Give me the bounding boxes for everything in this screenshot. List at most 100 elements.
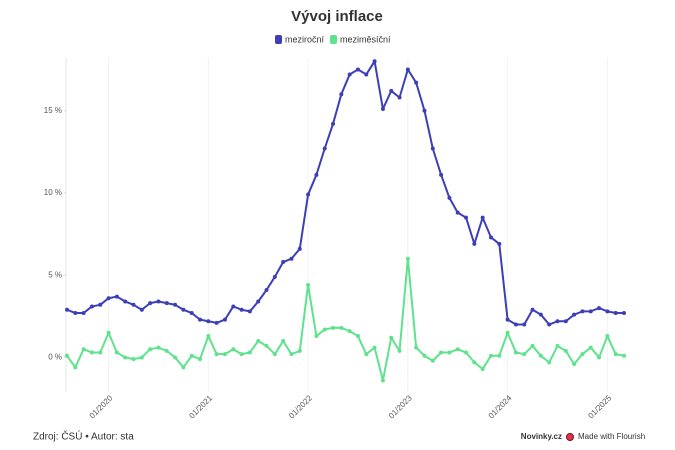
y-tick-label: 0 % bbox=[48, 353, 62, 362]
data-point bbox=[114, 350, 119, 355]
data-point bbox=[497, 241, 502, 246]
data-point bbox=[65, 353, 69, 358]
data-point bbox=[447, 350, 452, 355]
data-point bbox=[488, 353, 493, 358]
data-point bbox=[605, 334, 610, 339]
data-point bbox=[414, 80, 419, 85]
data-point bbox=[613, 352, 618, 357]
data-point bbox=[580, 352, 585, 357]
data-point bbox=[148, 301, 153, 306]
data-point bbox=[206, 334, 211, 339]
data-point bbox=[547, 360, 552, 365]
x-tick-label: 01/2024 bbox=[487, 393, 514, 420]
data-point bbox=[131, 357, 136, 362]
data-point bbox=[522, 322, 527, 327]
data-point bbox=[114, 294, 119, 299]
data-point bbox=[538, 353, 543, 358]
data-point bbox=[331, 325, 336, 330]
data-point bbox=[139, 355, 144, 360]
data-point bbox=[588, 309, 593, 314]
data-point bbox=[613, 311, 618, 316]
data-point bbox=[148, 347, 153, 352]
data-point bbox=[430, 358, 435, 363]
data-point bbox=[588, 345, 593, 350]
data-point bbox=[89, 350, 94, 355]
data-point bbox=[455, 210, 460, 215]
data-point bbox=[306, 192, 311, 197]
data-point bbox=[164, 348, 169, 353]
data-point bbox=[597, 355, 602, 360]
data-point bbox=[555, 343, 560, 348]
data-point bbox=[439, 172, 444, 177]
data-point bbox=[289, 352, 294, 357]
data-point bbox=[405, 256, 410, 261]
data-point bbox=[597, 306, 602, 311]
data-point bbox=[364, 352, 369, 357]
x-tick-label: 01/2023 bbox=[387, 393, 414, 420]
data-point bbox=[372, 59, 377, 64]
data-point bbox=[297, 246, 302, 251]
source: Zdroj: ČSÚ • Autor: sta bbox=[33, 430, 134, 443]
data-point bbox=[231, 304, 236, 309]
data-point bbox=[513, 322, 518, 327]
data-point bbox=[331, 121, 336, 126]
data-point bbox=[364, 72, 369, 77]
data-point bbox=[73, 365, 78, 370]
data-point bbox=[322, 146, 327, 151]
data-point bbox=[314, 334, 319, 339]
data-point bbox=[480, 366, 485, 371]
data-point bbox=[98, 302, 103, 307]
data-point bbox=[464, 215, 469, 220]
data-point bbox=[247, 350, 252, 355]
data-point bbox=[222, 317, 227, 322]
data-point bbox=[622, 353, 626, 358]
data-point bbox=[605, 309, 610, 314]
data-point bbox=[214, 352, 219, 357]
data-point bbox=[572, 362, 577, 367]
data-point bbox=[422, 108, 427, 113]
data-point bbox=[547, 322, 552, 327]
flourish-icon bbox=[566, 433, 574, 441]
data-point bbox=[572, 312, 577, 317]
data-point bbox=[231, 347, 236, 352]
data-point bbox=[405, 67, 410, 72]
data-point bbox=[131, 302, 136, 307]
y-tick-label: 10 % bbox=[44, 188, 62, 197]
legend: meziroční meziměsíční bbox=[275, 34, 391, 44]
data-point bbox=[322, 327, 327, 332]
data-point bbox=[563, 348, 568, 353]
data-point bbox=[106, 330, 111, 335]
data-point bbox=[355, 67, 360, 72]
data-point bbox=[397, 348, 402, 353]
data-point bbox=[397, 95, 402, 100]
legend-swatch bbox=[275, 35, 282, 44]
x-tick-label: 01/2021 bbox=[187, 393, 214, 420]
data-point bbox=[123, 355, 128, 360]
data-point bbox=[81, 311, 86, 316]
data-point bbox=[355, 334, 360, 339]
x-tick-label: 01/2020 bbox=[88, 393, 115, 420]
data-point bbox=[239, 352, 244, 357]
data-point bbox=[488, 235, 493, 240]
data-point bbox=[239, 307, 244, 312]
data-point bbox=[563, 319, 568, 324]
data-point bbox=[181, 365, 186, 370]
y-tick-label: 5 % bbox=[48, 270, 62, 279]
data-point bbox=[339, 92, 344, 97]
x-tick-label: 01/2022 bbox=[287, 393, 314, 420]
data-point bbox=[513, 350, 518, 355]
series-line bbox=[66, 60, 624, 326]
data-point bbox=[173, 302, 178, 307]
data-point bbox=[380, 107, 385, 112]
data-point bbox=[65, 307, 69, 312]
data-point bbox=[198, 357, 203, 362]
data-point bbox=[389, 335, 394, 340]
series-line bbox=[66, 257, 625, 382]
data-point bbox=[247, 309, 252, 314]
data-point bbox=[622, 311, 626, 316]
data-point bbox=[256, 299, 261, 304]
data-point bbox=[505, 317, 510, 322]
legend-label: meziměsíční bbox=[340, 34, 391, 44]
data-point bbox=[538, 312, 543, 317]
data-point bbox=[497, 353, 502, 358]
